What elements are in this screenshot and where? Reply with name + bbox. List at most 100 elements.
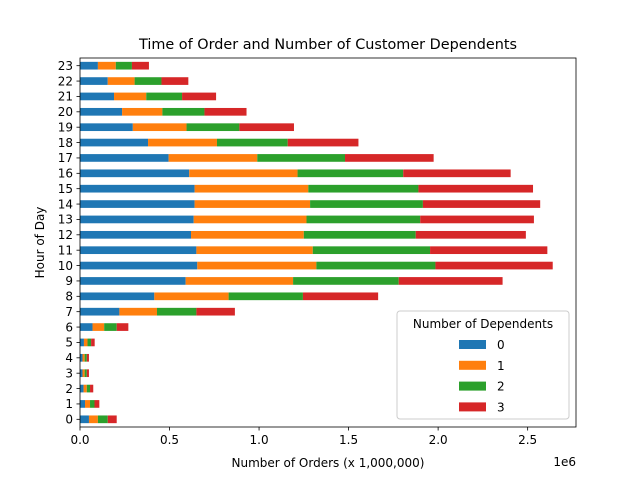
bar-hour-18-dependents-1 (148, 138, 217, 147)
bar-hour-19-dependents-0 (80, 123, 133, 132)
y-tick-label: 4 (65, 351, 73, 365)
bar-hour-9-dependents-3 (398, 277, 503, 285)
y-tick-label: 9 (65, 274, 73, 288)
legend-label-3: 3 (497, 400, 505, 414)
bar-hour-3-dependents-1 (82, 369, 85, 378)
bar-hour-21-dependents-3 (182, 92, 217, 101)
bar-hour-5-dependents-2 (87, 338, 92, 347)
bar-hour-0-dependents-2 (97, 415, 108, 424)
bar-hour-10-dependents-2 (316, 261, 436, 270)
x-axis-label: Number of Orders (x 1,000,000) (232, 456, 425, 470)
bar-hour-20-dependents-1 (122, 107, 163, 116)
bar-hour-10-dependents-0 (80, 261, 198, 270)
bar-hour-8-dependents-0 (80, 292, 155, 301)
bar-hour-11-dependents-2 (312, 246, 431, 255)
bar-hour-10-dependents-3 (435, 261, 553, 270)
legend-label-1: 1 (497, 359, 505, 373)
bar-hour-4-dependents-0 (80, 353, 83, 362)
x-tick-label: 1.0 (250, 433, 269, 447)
bar-hour-14-dependents-2 (310, 200, 423, 208)
bar-hour-22-dependents-1 (107, 77, 135, 85)
bar-hour-7-dependents-0 (80, 307, 120, 316)
bar-hour-1-dependents-0 (80, 400, 86, 408)
bar-hour-23-dependents-0 (80, 61, 98, 70)
legend-swatch-1 (459, 360, 486, 370)
bar-hour-11-dependents-0 (80, 246, 197, 255)
y-tick-label: 23 (58, 59, 73, 73)
legend-title: Number of Dependents (413, 317, 553, 331)
y-tick-label: 3 (65, 366, 73, 380)
y-axis-label: Hour of Day (33, 207, 47, 279)
bar-hour-12-dependents-1 (191, 230, 304, 239)
bar-hour-21-dependents-1 (114, 92, 147, 101)
bar-hour-5-dependents-0 (80, 338, 84, 347)
legend-swatch-0 (459, 340, 486, 349)
y-tick-label: 12 (58, 228, 73, 242)
bar-hour-8-dependents-1 (154, 292, 229, 301)
y-tick-label: 19 (58, 120, 73, 134)
y-tick-label: 17 (58, 151, 73, 165)
bar-hour-23-dependents-1 (97, 61, 116, 70)
bar-hour-10-dependents-1 (197, 261, 317, 270)
x-tick-label: 1.5 (339, 433, 358, 447)
bar-hour-17-dependents-3 (345, 154, 434, 162)
bar-hour-21-dependents-2 (146, 92, 183, 101)
y-tick-label: 18 (58, 136, 73, 150)
bar-hour-9-dependents-2 (293, 277, 399, 285)
bar-hour-11-dependents-1 (196, 246, 313, 255)
axes-layer: 0.0 0.5 1.0 1.5 2.0 2.50123456789101112131415… (58, 57, 577, 447)
bar-hour-11-dependents-3 (430, 246, 548, 255)
bar-hour-18-dependents-3 (287, 138, 359, 147)
bar-hour-20-dependents-0 (80, 107, 123, 116)
bar-hour-22-dependents-2 (134, 77, 162, 85)
bar-hour-6-dependents-0 (80, 323, 93, 331)
bar-hour-2-dependents-3 (90, 384, 94, 393)
bars-layer (80, 61, 553, 424)
y-tick-label: 7 (65, 305, 73, 319)
y-tick-label: 20 (58, 105, 73, 119)
y-tick-label: 14 (58, 197, 73, 211)
y-tick-label: 15 (58, 182, 73, 196)
bar-hour-4-dependents-1 (82, 353, 85, 362)
y-tick-label: 10 (58, 259, 73, 273)
y-tick-label: 5 (65, 336, 73, 350)
bar-hour-5-dependents-3 (91, 338, 95, 347)
bar-hour-22-dependents-0 (80, 77, 108, 85)
bar-hour-1-dependents-3 (94, 400, 100, 408)
y-tick-label: 6 (65, 320, 73, 334)
chart-title: Time of Order and Number of Customer Dep… (138, 37, 517, 53)
bar-hour-2-dependents-0 (80, 384, 84, 393)
bar-hour-6-dependents-2 (104, 323, 117, 331)
y-tick-label: 16 (58, 167, 73, 181)
plot-frame (79, 57, 577, 428)
bar-hour-20-dependents-2 (162, 107, 205, 116)
bar-hour-17-dependents-0 (80, 154, 169, 162)
x-tick-label: 2.0 (429, 433, 448, 447)
x-tick-label: 2.5 (518, 433, 537, 447)
bar-hour-23-dependents-3 (131, 61, 149, 70)
bar-hour-8-dependents-3 (302, 292, 379, 301)
bar-hour-6-dependents-3 (116, 323, 129, 331)
bar-hour-23-dependents-2 (115, 61, 132, 70)
y-tick-label: 21 (58, 90, 73, 104)
bar-hour-9-dependents-0 (80, 277, 186, 285)
bar-hour-21-dependents-0 (80, 92, 115, 101)
y-tick-label: 11 (58, 243, 73, 257)
y-tick-label: 1 (65, 397, 73, 411)
bar-hour-17-dependents-1 (168, 154, 258, 162)
bar-hour-20-dependents-3 (204, 107, 247, 116)
bar-hour-15-dependents-2 (308, 184, 419, 193)
y-tick-label: 8 (65, 290, 73, 304)
bar-hour-1-dependents-1 (85, 400, 91, 408)
bar-hour-12-dependents-2 (303, 230, 416, 239)
bar-hour-13-dependents-1 (193, 215, 307, 224)
x-axis-offset-label: 1e6 (553, 455, 576, 469)
bar-hour-2-dependents-2 (86, 384, 91, 393)
bar-hour-4-dependents-2 (84, 353, 87, 362)
bar-hour-16-dependents-2 (297, 169, 404, 178)
bar-hour-7-dependents-3 (196, 307, 235, 316)
bar-hour-16-dependents-0 (80, 169, 190, 178)
legend-swatch-3 (459, 402, 486, 412)
